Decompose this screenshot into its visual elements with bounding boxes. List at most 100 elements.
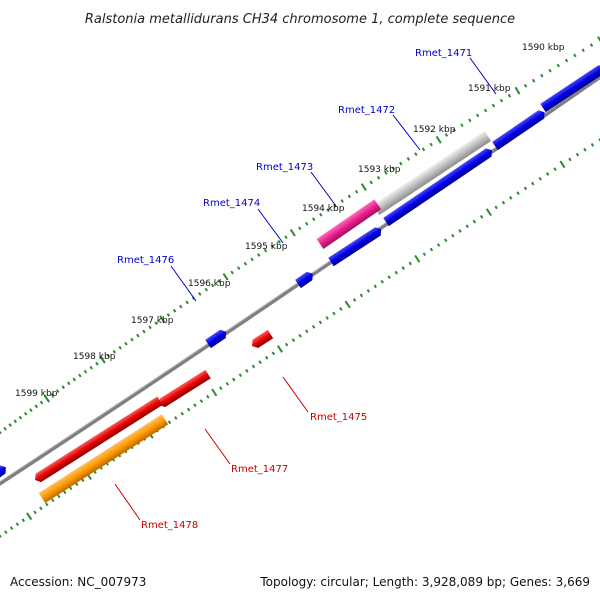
scale-tick-major <box>289 228 296 237</box>
scale-tick-minor <box>429 142 433 147</box>
scale-tick-minor <box>55 389 60 393</box>
scale-tick-minor <box>501 200 506 205</box>
scale-tick-minor <box>193 403 197 408</box>
scale-tick-minor <box>106 353 111 358</box>
scale-tick-major <box>435 135 442 144</box>
scale-tick-major <box>276 345 284 353</box>
scale-tick-minor <box>352 298 357 302</box>
gene-label-rmet-1476[interactable]: Rmet_1476 <box>117 255 174 266</box>
forward-strand-features <box>0 63 600 479</box>
map-title: Ralstonia metallidurans CH34 chromosome … <box>85 12 515 27</box>
gene-feature-rmet-1472[interactable] <box>383 146 495 227</box>
scale-tick-minor <box>78 373 82 378</box>
gene-label-rmet-1471[interactable]: Rmet_1471 <box>415 48 472 59</box>
scale-tick-minor <box>174 416 178 420</box>
gene-label-rmet-1474[interactable]: Rmet_1474 <box>203 198 260 209</box>
gene-feature-rmet-1478[interactable] <box>38 414 169 504</box>
scale-tick-minor <box>63 490 67 495</box>
gene-feature-rmet-1471[interactable] <box>540 63 600 113</box>
gene-label-rmet-1477[interactable]: Rmet_1477 <box>231 464 288 475</box>
scale-tick-minor <box>376 175 381 180</box>
scale-tick-minor <box>401 266 405 270</box>
scale-tick-minor <box>507 93 512 98</box>
scale-tick-minor <box>124 341 128 346</box>
scale-tick-minor <box>451 233 455 238</box>
scale-tick-minor <box>130 337 134 342</box>
scale-tick-minor <box>29 408 33 412</box>
label-leader-lines <box>114 57 497 521</box>
scale-tick-major <box>360 183 367 192</box>
scale-tick-minor <box>332 311 336 316</box>
scale-label: 1599 kbp <box>15 389 58 399</box>
gene-feature-rmet-1476[interactable] <box>205 328 229 349</box>
gene-label-rmet-1473[interactable]: Rmet_1473 <box>256 162 313 173</box>
scale-tick-minor <box>51 498 55 503</box>
scale-tick-minor <box>199 399 204 403</box>
gene-feature-rmet-1475[interactable] <box>249 329 274 350</box>
scale-tick-minor <box>179 304 183 309</box>
scale-tick-minor <box>472 219 477 224</box>
scale-tick-minor <box>583 147 587 152</box>
scale-tick-minor <box>347 194 352 199</box>
scale-tick-minor <box>429 247 434 252</box>
gene-feature-rmet-1477[interactable] <box>32 396 163 484</box>
scale-tick-minor <box>380 279 384 284</box>
scale-tick-minor <box>468 118 472 123</box>
scale-tick-minor <box>373 284 377 289</box>
scale-tick-minor <box>575 152 580 157</box>
scale-tick-minor <box>545 172 550 176</box>
gene-feature-rmet-1474[interactable] <box>295 270 315 289</box>
gene-labels: Rmet_1471 Rmet_1472 Rmet_1473 Rmet_1474 … <box>117 48 472 531</box>
scale-tick-minor <box>568 157 572 162</box>
scale-tick-minor <box>243 261 248 266</box>
scale-tick-minor <box>339 307 343 311</box>
scale-tick-minor <box>75 482 79 487</box>
gene-label-rmet-1478[interactable]: Rmet_1478 <box>141 520 198 531</box>
gene-label-rmet-1472[interactable]: Rmet_1472 <box>338 105 395 116</box>
scale-tick-minor <box>61 385 66 390</box>
scale-tick-major <box>597 36 600 42</box>
scale-tick-minor <box>465 224 469 229</box>
scale-tick-minor <box>483 108 488 113</box>
reverse-strand-features <box>32 329 274 504</box>
scale-tick-minor <box>251 364 256 369</box>
scale-tick-minor <box>326 208 330 213</box>
pink-feature <box>316 199 382 249</box>
scale-tick-minor <box>311 324 316 329</box>
scale-tick-minor <box>291 338 296 343</box>
scale-tick-minor <box>238 373 243 378</box>
scale-tick-minor <box>4 530 8 534</box>
scale-tick-minor <box>166 313 171 317</box>
scale-tick-minor <box>245 368 249 373</box>
scale-tick-minor <box>39 506 43 511</box>
scale-tick-minor <box>359 293 364 298</box>
gene-feature-left-edge[interactable] <box>0 463 9 479</box>
scale-tick-minor <box>387 275 391 280</box>
scale-tick-minor <box>50 393 55 397</box>
scale-tick-minor <box>225 381 230 386</box>
scale-tick-minor <box>408 261 412 266</box>
scale-tick-minor <box>384 171 388 175</box>
gene-label-rmet-1475[interactable]: Rmet_1475 <box>310 412 367 423</box>
scale-tick-minor <box>475 113 480 118</box>
scale-label: 1596 kbp <box>188 279 231 289</box>
scale-tick-minor <box>18 415 23 420</box>
scale-tick-minor <box>590 142 595 147</box>
scale-tick-minor <box>258 360 262 365</box>
scale-tick-minor <box>460 123 464 128</box>
gene-feature-rmet-1473[interactable] <box>328 225 384 267</box>
scale-tick-minor <box>89 365 93 370</box>
scale-tick-minor <box>298 226 302 231</box>
scale-tick-minor <box>305 329 309 334</box>
scale-tick-minor <box>257 253 261 257</box>
scale-tick-minor <box>589 43 594 48</box>
scale-tick-minor <box>516 191 520 196</box>
scale-tick-minor <box>167 420 172 425</box>
scale-tick-minor <box>237 266 241 271</box>
scale-tick-minor <box>198 292 202 296</box>
scale-tick-minor <box>444 133 449 137</box>
gene-feature-rmet-1472-upper[interactable] <box>492 108 547 151</box>
scale-label: 1594 kbp <box>302 204 345 214</box>
scale-tick-minor <box>232 377 236 382</box>
gene-feature-rmet-1477-upper[interactable] <box>156 369 211 409</box>
